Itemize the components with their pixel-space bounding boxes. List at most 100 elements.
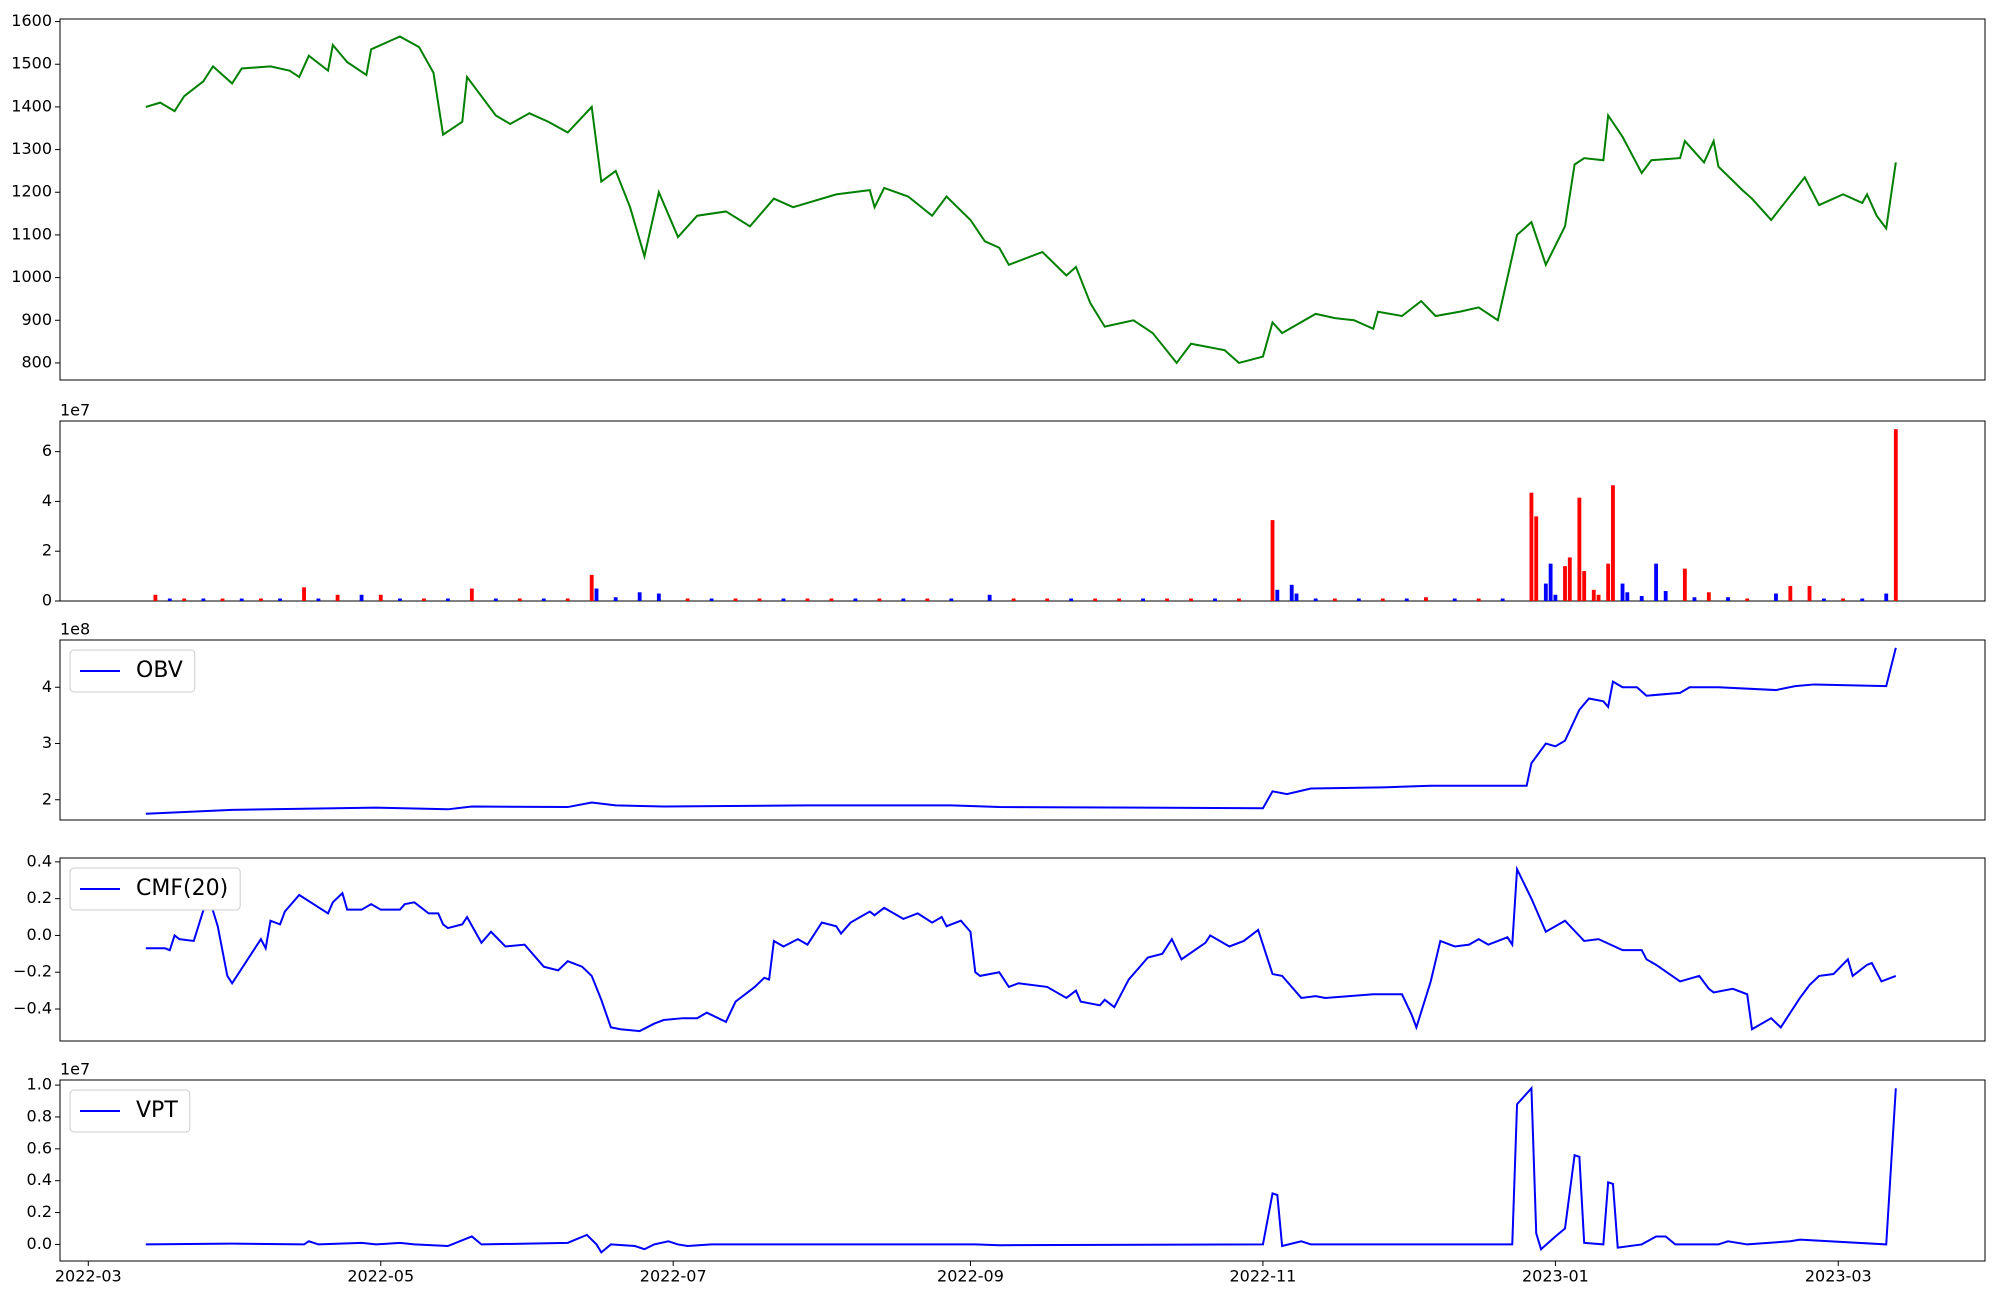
volume-bar bbox=[258, 598, 263, 601]
volume-bar bbox=[1270, 520, 1275, 601]
volume-bar bbox=[316, 598, 321, 601]
y-tick-label: 1500 bbox=[11, 54, 52, 73]
volume-bar bbox=[398, 598, 402, 601]
y-tick-label: 0.2 bbox=[27, 1202, 52, 1221]
volume-bar bbox=[421, 598, 426, 601]
volume-bar bbox=[302, 587, 306, 601]
volume-bar bbox=[469, 588, 474, 601]
volume-bar bbox=[1189, 598, 1193, 601]
offset-text: 1e7 bbox=[60, 1060, 90, 1079]
axes-frame bbox=[59, 420, 1986, 602]
volume-bar bbox=[1625, 592, 1630, 601]
volume-bar bbox=[359, 594, 364, 601]
y-tick-label: 1400 bbox=[11, 96, 52, 115]
volume-bar bbox=[1356, 598, 1361, 601]
y-tick-label: 0.0 bbox=[27, 925, 52, 944]
price-line bbox=[145, 35, 1897, 365]
volume-bar bbox=[925, 598, 930, 601]
volume-bar bbox=[1639, 596, 1644, 601]
volume-bar bbox=[781, 598, 786, 601]
y-tick-label: 1600 bbox=[11, 11, 52, 30]
y-tick-label: 2 bbox=[42, 789, 52, 808]
volume-bar bbox=[1726, 597, 1730, 601]
volume-bar bbox=[901, 598, 906, 601]
volume-bar bbox=[1606, 563, 1611, 601]
y-tick-label: 1.0 bbox=[27, 1075, 52, 1094]
volume-bar bbox=[1841, 598, 1845, 601]
volume-bar bbox=[1275, 589, 1280, 601]
y-tick-label: 1000 bbox=[11, 267, 52, 286]
volume-bar bbox=[1141, 598, 1145, 601]
volume-bar bbox=[493, 598, 498, 601]
volume-bar bbox=[1591, 589, 1596, 601]
volume-bar bbox=[1332, 598, 1337, 601]
volume-bar bbox=[445, 598, 450, 601]
volume-bar bbox=[335, 594, 340, 601]
offset-text: 1e8 bbox=[60, 620, 90, 639]
volume-bar bbox=[589, 574, 594, 601]
x-tick-label: 2023-01 bbox=[1522, 1267, 1589, 1286]
axes-frame bbox=[59, 1079, 1986, 1262]
volume-bar bbox=[1884, 593, 1889, 601]
volume-bar bbox=[1424, 597, 1428, 601]
volume-bar bbox=[1069, 598, 1074, 601]
volume-bar bbox=[1745, 598, 1750, 601]
volume-bar bbox=[167, 598, 172, 601]
volume-bar bbox=[1706, 592, 1711, 601]
volume-bar bbox=[1452, 598, 1457, 601]
volume-bar bbox=[1596, 594, 1601, 601]
volume-bar bbox=[829, 598, 834, 601]
legend-label: VPT bbox=[136, 1098, 178, 1123]
volume-bar bbox=[1237, 598, 1241, 601]
y-tick-label: 900 bbox=[21, 310, 52, 329]
volume-bar bbox=[1313, 598, 1318, 601]
volume-bar bbox=[1213, 598, 1217, 601]
y-tick-label: 0.4 bbox=[27, 1170, 52, 1189]
volume-bar bbox=[1663, 591, 1668, 601]
volume-bar bbox=[1529, 492, 1534, 601]
volume-bar bbox=[1788, 586, 1793, 601]
volume-bar bbox=[565, 598, 570, 601]
y-tick-label: 0.0 bbox=[27, 1234, 52, 1253]
volume-bar bbox=[1563, 566, 1567, 601]
volume-bar bbox=[1821, 598, 1826, 601]
volume-bar bbox=[1093, 598, 1098, 601]
x-tick-label: 2022-03 bbox=[55, 1267, 122, 1286]
x-tick-label: 2022-05 bbox=[347, 1267, 414, 1286]
volume-bar bbox=[757, 598, 762, 601]
volume-bar bbox=[1476, 598, 1481, 601]
y-tick-label: 0.2 bbox=[27, 888, 52, 907]
volume-bar bbox=[378, 594, 383, 601]
y-tick-label: 3 bbox=[42, 733, 52, 752]
legend-label: OBV bbox=[136, 658, 183, 683]
volume-bar bbox=[1011, 598, 1016, 601]
volume-bar bbox=[1543, 583, 1548, 601]
y-tick-label: 1200 bbox=[11, 182, 52, 201]
volume-bar bbox=[239, 598, 244, 601]
y-tick-label: 1100 bbox=[11, 224, 52, 243]
x-tick-label: 2022-07 bbox=[640, 1267, 707, 1286]
volume-bar bbox=[805, 598, 810, 601]
volume-bar bbox=[1611, 485, 1615, 601]
volume-bar bbox=[1692, 597, 1697, 601]
volume-bar bbox=[853, 598, 858, 601]
axes-frame bbox=[59, 857, 1986, 1042]
volume-bar bbox=[1774, 593, 1778, 601]
y-tick-label: 0.8 bbox=[27, 1106, 52, 1125]
volume-bar bbox=[541, 598, 546, 601]
volume-bar bbox=[153, 594, 158, 601]
volume-bar bbox=[1045, 598, 1050, 601]
volume-bar bbox=[733, 598, 738, 601]
legend-box bbox=[69, 867, 241, 911]
axes-frame bbox=[59, 639, 1986, 821]
y-tick-label: 4 bbox=[42, 677, 52, 696]
volume-bar bbox=[1860, 598, 1865, 601]
volume-bar bbox=[1620, 583, 1625, 601]
volume-bar bbox=[613, 597, 618, 601]
y-tick-label: 800 bbox=[21, 352, 52, 371]
volume-bar bbox=[1577, 497, 1582, 601]
offset-text: 1e7 bbox=[60, 401, 90, 420]
legend-box bbox=[69, 649, 196, 693]
volume-bar bbox=[1165, 598, 1169, 601]
